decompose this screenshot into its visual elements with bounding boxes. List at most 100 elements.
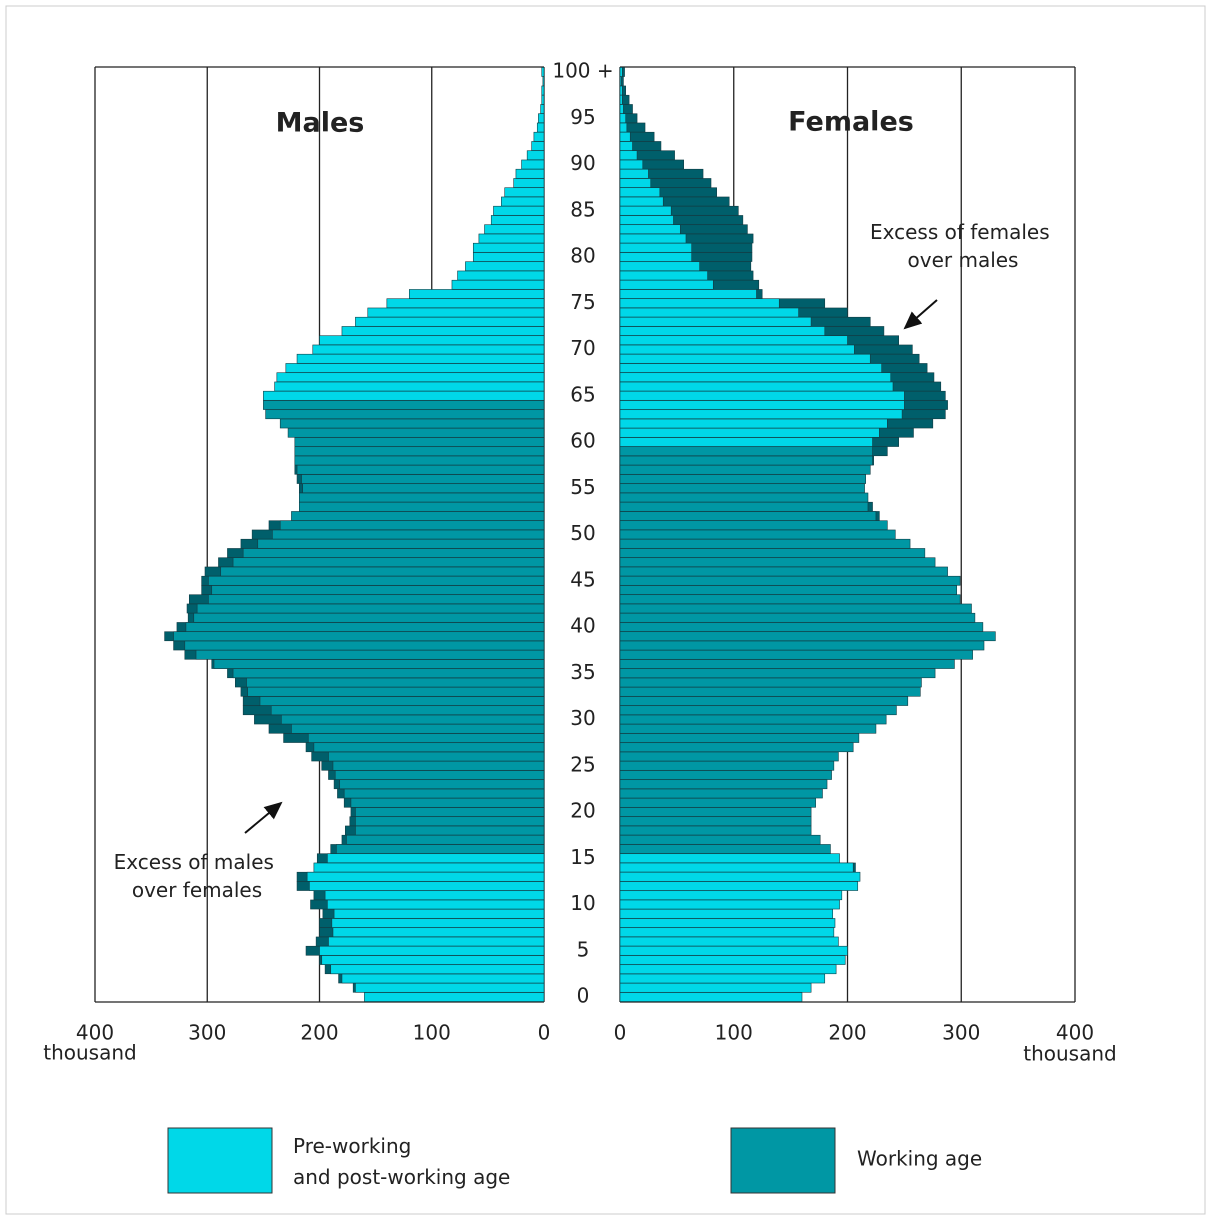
bar-shared: [619, 122, 628, 133]
bar-shared: [619, 131, 631, 142]
bar-shared: [619, 150, 638, 161]
bar: [619, 816, 812, 827]
bar-shared: [355, 825, 545, 836]
bar-shared: [328, 936, 545, 947]
age-label: 60: [570, 429, 595, 453]
bar-shared: [341, 973, 545, 984]
bar-shared: [619, 85, 623, 96]
bar-shared: [619, 279, 714, 290]
bar: [619, 936, 839, 947]
bar-shared: [184, 640, 545, 651]
age-label: 25: [570, 752, 595, 776]
bar: [619, 474, 866, 484]
age-label: 15: [570, 845, 595, 869]
bar-shared: [343, 788, 545, 799]
annotation: Excess of males over females: [114, 850, 281, 902]
age-label: 0: [577, 984, 590, 1008]
bar: [298, 501, 545, 512]
bar-shared: [619, 446, 873, 457]
bar-shared: [332, 760, 545, 771]
bar-shared: [619, 372, 892, 383]
bar-shared: [619, 261, 700, 272]
x-tick-label: 400: [76, 1021, 114, 1045]
bar: [619, 844, 831, 854]
bar: [541, 67, 545, 77]
age-label: 95: [570, 105, 595, 129]
bar-shared: [321, 955, 545, 965]
bar: [287, 427, 545, 438]
bar: [619, 529, 896, 540]
bar: [265, 409, 545, 420]
bar-shared: [619, 409, 903, 420]
bar: [536, 122, 545, 133]
bar: [472, 252, 545, 262]
bar-shared: [328, 751, 545, 762]
bar: [367, 307, 545, 318]
age-label: 5: [577, 937, 590, 961]
bar: [484, 224, 545, 235]
bar-shared: [619, 233, 687, 244]
bar: [291, 511, 545, 521]
panel-title: Females: [788, 107, 914, 138]
bar: [619, 483, 865, 494]
age-label: 80: [570, 244, 595, 268]
bar: [619, 982, 812, 993]
age-label: 45: [570, 567, 595, 591]
bar: [274, 381, 545, 392]
bar: [619, 788, 823, 799]
bar: [619, 918, 836, 928]
bar-shared: [619, 298, 780, 309]
bar-shared: [339, 779, 545, 790]
age-label: 50: [570, 521, 595, 545]
bar-shared: [619, 205, 672, 216]
annotation: Excess of females over males: [870, 220, 1056, 272]
bar-shared: [242, 548, 545, 558]
bar-shared: [195, 649, 545, 660]
bar-shared: [619, 242, 692, 253]
bar-shared: [307, 733, 545, 743]
bar-shared: [279, 520, 545, 531]
bar-shared: [619, 187, 661, 198]
bar-shared: [619, 67, 623, 77]
bar-shared: [259, 696, 545, 706]
bar-shared: [619, 307, 799, 318]
bar-shared: [301, 474, 545, 484]
bar-shared: [173, 631, 545, 642]
age-label: 75: [570, 290, 595, 314]
x-tick-label: 300: [188, 1021, 226, 1045]
bar-shared: [619, 289, 757, 299]
bar: [619, 973, 826, 984]
bar-shared: [619, 418, 888, 429]
bar: [619, 520, 888, 531]
bar: [465, 261, 545, 272]
bar-shared: [619, 316, 812, 327]
bar: [457, 270, 545, 281]
age-label: 20: [570, 799, 595, 823]
bar: [619, 640, 985, 651]
bar-shared: [619, 215, 674, 225]
legend-label: Working age: [857, 1147, 982, 1171]
legend-swatch: [167, 1127, 273, 1194]
bar: [619, 871, 861, 882]
bar-shared: [208, 575, 545, 586]
bar: [619, 955, 846, 965]
annotation-arrow: [903, 299, 938, 330]
age-label: 90: [570, 151, 595, 175]
bar: [538, 113, 545, 124]
x-tick-label: 0: [538, 1021, 551, 1045]
bar: [263, 390, 545, 401]
bar: [279, 418, 545, 429]
age-label: 55: [570, 475, 595, 499]
bar: [619, 566, 948, 577]
bar: [298, 492, 545, 503]
bar: [531, 141, 545, 151]
bar: [619, 585, 958, 595]
bar-shared: [220, 566, 545, 577]
bar-shared: [327, 853, 545, 864]
bar-shared: [619, 437, 873, 447]
bar: [619, 492, 869, 503]
age-label: 10: [570, 891, 595, 915]
bar: [276, 372, 545, 383]
bar-shared: [211, 585, 545, 595]
bar: [619, 825, 812, 836]
